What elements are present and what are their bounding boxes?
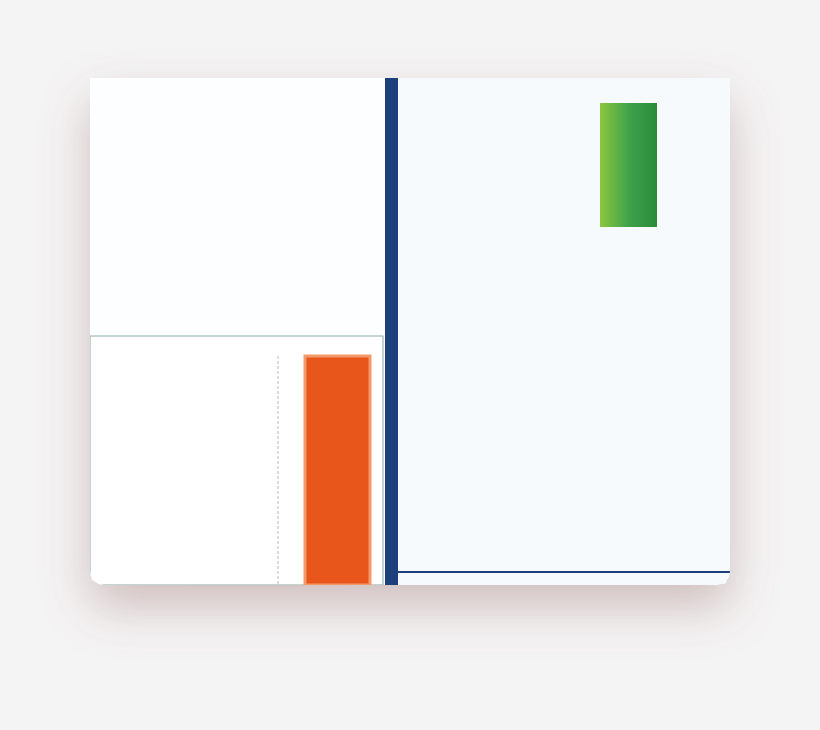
threshold-band bbox=[303, 354, 372, 587]
health-gauge bbox=[600, 103, 657, 227]
dashboard bbox=[90, 78, 730, 587]
divider bbox=[385, 78, 398, 585]
